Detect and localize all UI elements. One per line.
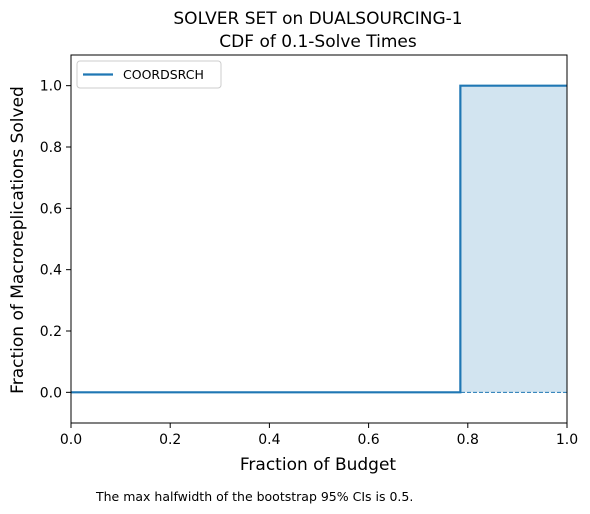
y-tick-label: 0.2 <box>40 324 62 340</box>
chart-subtitle: CDF of 0.1-Solve Times <box>219 32 417 52</box>
x-tick-label: 0.6 <box>357 432 379 448</box>
plot-area: 0.0 0.2 0.4 0.6 0.8 1.0 0.0 0.2 0.4 0.6 0.8 1.0 COOR… <box>40 54 578 448</box>
y-tick-label: 0.8 <box>40 140 62 156</box>
legend-box <box>76 60 222 89</box>
ci-band-0 <box>71 85 567 393</box>
y-tick-label: 1.0 <box>40 79 62 95</box>
x-tick-label: 0.2 <box>159 432 181 448</box>
axes-frame <box>70 54 568 424</box>
y-tick-label: 0.6 <box>40 201 62 217</box>
y-tick-label: 0.4 <box>40 263 62 279</box>
y-tick-label: 0.0 <box>40 385 62 401</box>
chart-title: SOLVER SET on DUALSOURCING-1 <box>173 9 462 29</box>
legend-label-0: COORDSRCH <box>123 67 204 82</box>
x-axis-label: Fraction of Budget <box>240 455 397 475</box>
ci-halfwidth-note: The max halfwidth of the bootstrap 95% C… <box>95 489 413 504</box>
x-tick-label: 0.8 <box>457 432 479 448</box>
y-axis-label: Fraction of Macroreplications Solved <box>8 86 28 394</box>
series-line-0 <box>71 84 567 394</box>
x-tick-label: 0.0 <box>60 432 82 448</box>
x-tick-label: 0.4 <box>258 432 280 448</box>
x-tick-label: 1.0 <box>556 432 578 448</box>
